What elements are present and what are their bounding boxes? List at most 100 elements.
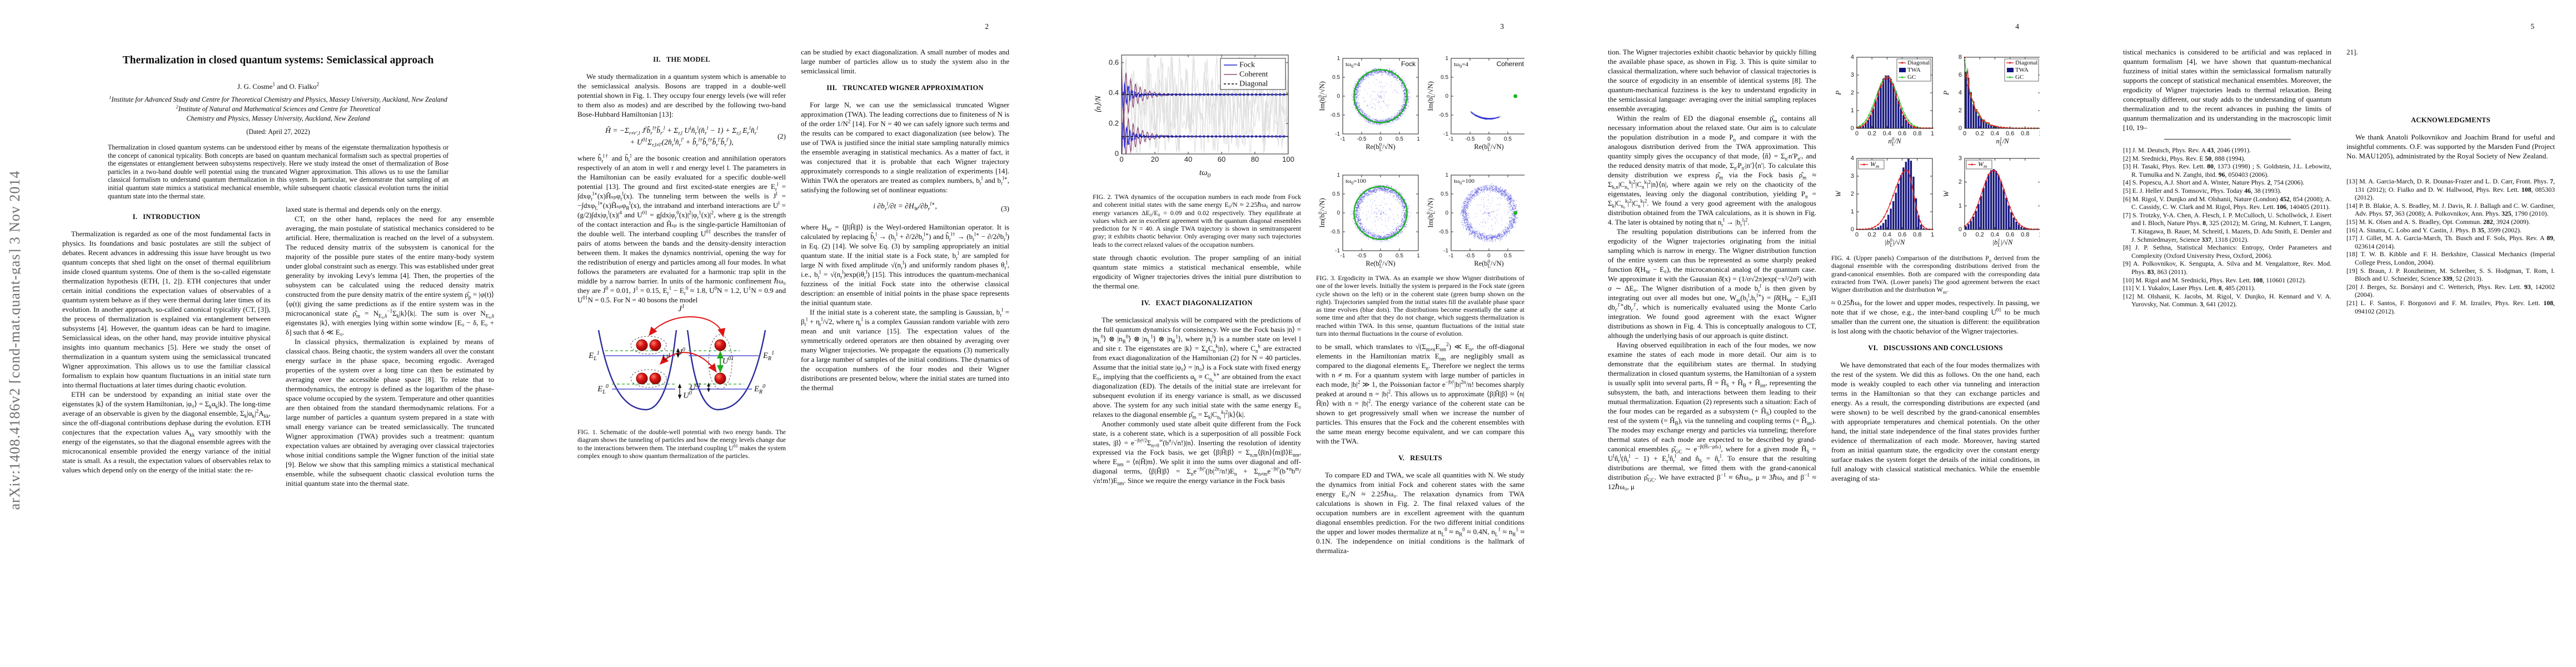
reference-number: [9] [2123, 260, 2131, 268]
atom [649, 372, 661, 385]
column-p3-right: FIG. 3. Ergodicity in TWA. As an example… [1316, 47, 1524, 603]
equation-number: (3) [1000, 204, 1009, 213]
paragraph: CT, on the other hand, replaces the need… [286, 215, 494, 336]
section-heading: V. RESULTS [1398, 454, 1442, 462]
fig1-label: ER0 [754, 384, 766, 395]
paragraph: Having observed equilibration in each of… [1608, 341, 1816, 491]
reference: [11] V. I. Yukalov, Laser Phys. Lett. 8,… [2123, 284, 2256, 292]
section-heading: III. TRUNCATED WIGNER APPROXIMATION [826, 84, 984, 92]
section-heading: VI. DISCUSSIONS AND CONCLUSIONS [1868, 344, 2003, 352]
reference-number: [1] [2123, 146, 2131, 154]
fig2-chart [1093, 49, 1301, 190]
fig4-chart [1831, 49, 2040, 251]
paragraph: If the initial state is a coherent state… [801, 307, 1009, 392]
page-1: Thermalization in closed quantum systems… [21, 0, 536, 667]
fig1-label: U1 [662, 352, 671, 362]
reference: [15] M. K. Olsen and A. S. Bradley, Opt.… [2346, 217, 2530, 226]
atom [714, 339, 726, 351]
fig1-label: J1 [678, 303, 685, 313]
column-p2-right: can be studied by exact diagonalization.… [801, 47, 1009, 603]
reference-number: [12] [2123, 292, 2134, 300]
reference-number: [2] [2123, 154, 2131, 162]
paragraph: For large N, we can use the semiclassica… [801, 101, 1009, 194]
column-p3-left: FIG. 2. TWA dynamics of the occupation n… [1093, 47, 1301, 603]
fig2-figure: FIG. 2. TWA dynamics of the occupation n… [1093, 49, 1301, 248]
reference: [17] J. Gillet, M. A. Garcia-March, Th. … [2346, 234, 2555, 250]
fig1-label: EL0 [597, 384, 609, 395]
atom [714, 372, 726, 385]
paragraph: to be small, which translates to √(Σm≠nE… [1316, 342, 1524, 446]
reference-list: [13] M. A. Garcia-March, D. R. Dounas-Fr… [2346, 177, 2555, 315]
section-heading: I. INTRODUCTION [132, 213, 201, 221]
paragraph: 21]. [2346, 48, 2358, 56]
paragraph: The resulting population distributions c… [1608, 227, 1816, 340]
reference: [2] M. Srednicki, Phys. Rev. E 50, 888 (… [2123, 154, 2246, 162]
reference: [13] M. A. Garcia-March, D. R. Dounas-Fr… [2346, 177, 2555, 202]
fig1-label: ER1 [763, 350, 775, 362]
affiliation-2: 2Institute of Natural and Mathematical S… [176, 103, 381, 113]
column-p2-left: II. THE MODEL We study thermalization in … [577, 47, 786, 603]
paragraph: laxed state is thermal and depends only … [286, 205, 442, 213]
paper-authors: J. G. Cosme1 and O. Fialko2 [237, 81, 320, 91]
column-p1-right: laxed state is thermal and depends only … [286, 205, 494, 602]
atom [649, 339, 661, 351]
tunneling-arrow-J0 [659, 352, 717, 373]
dated-line: (Dated: April 27, 2022) [246, 128, 310, 136]
reference-number: [19] [2346, 266, 2358, 275]
fig3-chart [1316, 49, 1524, 271]
reference: [10] M. Rigol and M. Srednicki, Phys. Re… [2123, 276, 2306, 284]
paragraph: To compare ED and TWA, we scale all quan… [1316, 471, 1524, 555]
display-equation: Ĥ = −Σr≠r′,l Jlb̂rl†b̂r′l + Σr,l Uln̂rl(… [605, 126, 786, 148]
reference: [6] M. Rigol, V. Dunjko and M. Olshanii,… [2123, 195, 2331, 211]
reference-number: [11] [2123, 284, 2134, 292]
fig1-label: J0 [679, 347, 685, 357]
reference-number: [14] [2346, 201, 2358, 210]
reference: [3] H. Tasaki, Phys. Rev. Lett. 80, 1373… [2123, 162, 2331, 178]
column-p1-left: I. INTRODUCTION Thermalization is regarde… [62, 205, 271, 602]
section-heading: ACKNOWLEDGMENTS [2411, 116, 2490, 124]
paragraph: Another commonly used state albeit quite… [1093, 420, 1301, 486]
page-number: 2 [985, 22, 989, 31]
paragraph: In classical physics, thermalization is … [286, 337, 494, 487]
reference: [16] A. Sinatra, C. Lobo and Y. Castin, … [2346, 226, 2522, 234]
paragraph: state through chaotic evolution. The pro… [1093, 253, 1301, 291]
page-2: 2 II. THE MODEL We study thermalization i… [536, 0, 1051, 667]
paragraph: The semiclassical analysis will be compa… [1093, 316, 1301, 420]
pair-ellipse-upper-left [630, 336, 667, 355]
reference-number: [20] [2346, 282, 2358, 291]
section-heading: II. THE MODEL [653, 56, 710, 63]
spacer [2346, 57, 2555, 108]
fig1-label: U0 [683, 390, 692, 400]
reference: [20] J. Berges, Sz. Borsányi and C. Wett… [2346, 282, 2555, 299]
reference-number: [18] [2346, 250, 2358, 258]
fig1-label: U01 [689, 382, 701, 392]
paragraph: where HW = ⟨β|Ĥ|β⟩ is the Weyl-ordered H… [801, 223, 1009, 307]
references-divider [2164, 139, 2291, 140]
page-number: 4 [2015, 22, 2019, 31]
reference-number: [5] [2123, 186, 2131, 195]
reference: [5] E. J. Heller and S. Tomsovic, Phys. … [2123, 186, 2281, 195]
fig4-figure: FIG. 4. (Upper panels) Comparison of the… [1831, 49, 2040, 295]
paragraph: We thank Anatoli Polkovnikov and Joachim… [2346, 133, 2555, 160]
column-p5-left: tistical mechanics is considered to be a… [2123, 47, 2331, 603]
page-4: 4 tion. The Wigner trajectories exhibit … [1566, 0, 2081, 667]
fig1-label: U01 [722, 356, 734, 366]
figure-caption: FIG. 1. Schematic of the double-well pot… [577, 428, 786, 460]
reference: [9] A. Polkovnikov, K. Sengupta, A. Silv… [2123, 260, 2331, 276]
potential-right-well [686, 330, 766, 411]
paragraph: We study thermalization in a quantum sys… [577, 72, 786, 118]
pair-ellipse-lower-left [630, 369, 667, 388]
reference: [7] S. Trotzky, Y-A. Chen, A. Flesch, I.… [2123, 211, 2331, 243]
reference: [8] J. P. Sethna, Statistical Mechanics:… [2123, 243, 2331, 260]
paragraph: Thermalization is regarded as one of the… [62, 230, 271, 389]
paragraph: where b̂rl† and b̂rl are the bosonic cre… [577, 153, 786, 304]
reference-number: [10] [2123, 276, 2134, 284]
reference: [18] T. W. B. Kibble and F. H. Berkshire… [2346, 250, 2555, 266]
column-p5-right: 21]. ACKNOWLEDGMENTS We thank Anatoli Polk… [2346, 47, 2555, 603]
page-5: 5 tistical mechanics is considered to be… [2081, 0, 2576, 667]
paragraph: tistical mechanics is considered to be a… [2123, 48, 2331, 132]
equation-number: (2) [777, 132, 786, 141]
reference: [1] J. M. Deutsch, Phys. Rev. A 43, 2046… [2123, 146, 2251, 154]
fig3-figure: FIG. 3. Ergodicity in TWA. As an example… [1316, 49, 1524, 337]
